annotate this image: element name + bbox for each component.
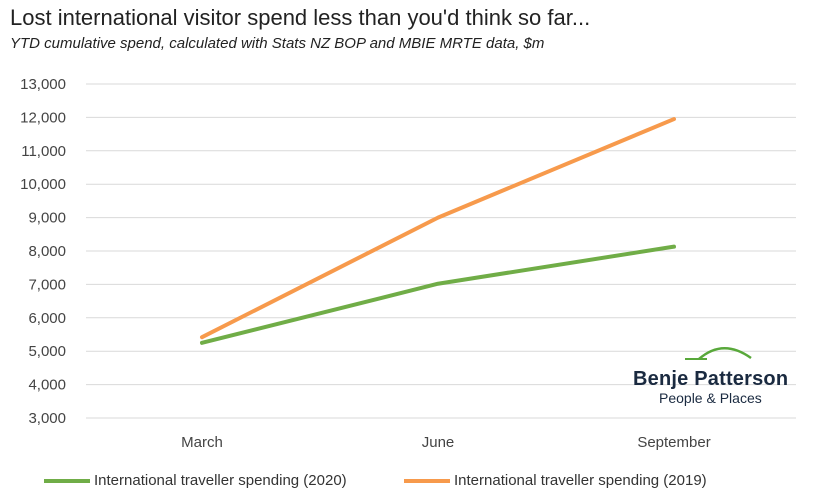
legend: International traveller spending (2020) … [0, 472, 816, 494]
series-lines [200, 117, 676, 345]
legend-item-2020: International traveller spending (2020) [44, 472, 347, 489]
series-line-2019 [200, 117, 676, 340]
y-tick-label: 7,000 [28, 276, 66, 293]
x-tick-label: September [637, 434, 710, 451]
x-axis-ticks: March June September [181, 434, 711, 451]
legend-item-2019: International traveller spending (2019) [404, 472, 707, 489]
green-hill-icon [685, 347, 752, 360]
y-tick-label: 6,000 [28, 310, 66, 327]
y-tick-label: 5,000 [28, 343, 66, 360]
y-tick-label: 3,000 [28, 410, 66, 427]
legend-label-2020: International traveller spending (2020) [94, 472, 347, 489]
y-tick-label: 13,000 [20, 76, 66, 93]
logo-tagline: People & Places [659, 390, 762, 406]
x-tick-label: June [422, 434, 455, 451]
y-tick-label: 4,000 [28, 377, 66, 394]
y-axis-ticks: 3,000 4,000 5,000 6,000 7,000 8,000 9,000 10,00… [20, 76, 66, 427]
brand-logo: Benje Patterson People & Places [633, 344, 803, 406]
chart-subtitle: YTD cumulative spend, calculated with St… [10, 35, 545, 52]
y-tick-label: 10,000 [20, 176, 66, 193]
legend-swatch-2020 [44, 478, 90, 483]
x-tick-label: March [181, 434, 223, 451]
y-tick-label: 9,000 [28, 210, 66, 227]
line-chart: 3,000 4,000 5,000 6,000 7,000 8,000 9,000 10,00… [20, 76, 796, 451]
y-tick-label: 11,000 [21, 143, 66, 160]
series-line-2020 [200, 244, 676, 345]
legend-label-2019: International traveller spending (2019) [454, 472, 707, 489]
y-tick-label: 8,000 [28, 243, 66, 260]
chart-title: Lost international visitor spend less th… [10, 5, 591, 30]
y-tick-label: 12,000 [20, 109, 66, 126]
logo-name: Benje Patterson [633, 368, 789, 390]
legend-swatch-2019 [404, 478, 450, 483]
